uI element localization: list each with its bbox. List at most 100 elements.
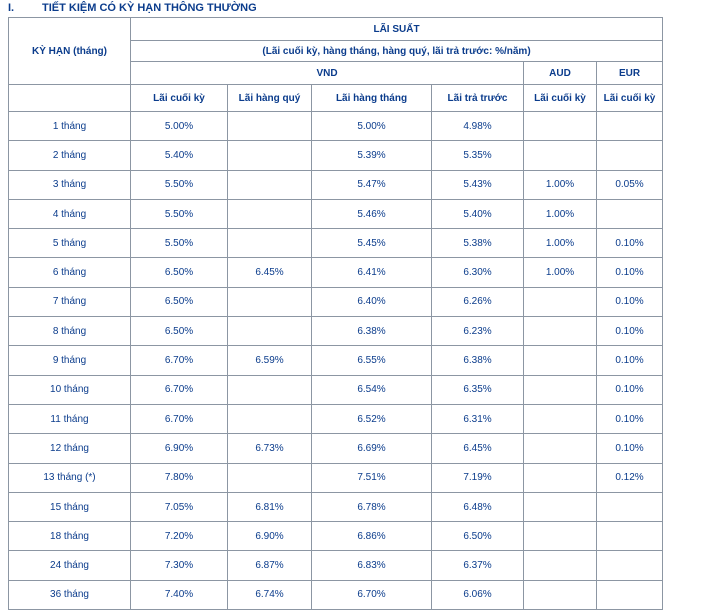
vnd-prepaid-rate-cell: 6.48% <box>431 491 524 523</box>
vnd-prepaid-rate-cell: 6.26% <box>431 286 524 318</box>
aud-end-rate-cell <box>523 374 597 405</box>
eur-end-rate-cell: 0.12% <box>595 462 664 493</box>
column-header: Lãi cuối kỳ <box>130 84 228 112</box>
aud-end-rate-cell: 1.00% <box>523 228 597 259</box>
table-row: 13 tháng (*) 7.80% 7.51% 7.19% 0.12% <box>8 462 664 493</box>
vnd-prepaid-rate-cell: 7.19% <box>431 462 524 493</box>
eur-end-rate-cell <box>595 579 664 611</box>
eur-end-rate-cell <box>595 140 664 171</box>
aud-end-rate-cell <box>523 579 597 611</box>
aud-end-rate-cell <box>523 140 597 171</box>
term-cell: 2 tháng <box>8 140 131 171</box>
vnd-monthly-rate-cell: 7.51% <box>311 462 432 493</box>
vnd-quarterly-rate-cell <box>227 140 312 171</box>
aud-end-rate-cell: 1.00% <box>523 198 597 230</box>
vnd-quarterly-rate-cell: 6.87% <box>227 550 312 581</box>
vnd-prepaid-rate-cell: 6.23% <box>431 316 524 347</box>
vnd-monthly-rate-cell: 6.40% <box>311 286 432 318</box>
vnd-end-rate-cell: 6.70% <box>130 374 228 405</box>
vnd-quarterly-rate-cell: 6.81% <box>227 491 312 523</box>
term-cell: 3 tháng <box>8 169 131 200</box>
vnd-end-rate-cell: 5.50% <box>130 198 228 230</box>
eur-end-rate-cell <box>595 550 664 581</box>
vnd-end-rate-cell: 6.50% <box>130 286 228 318</box>
vnd-prepaid-rate-cell: 6.37% <box>431 550 524 581</box>
vnd-prepaid-rate-cell: 6.50% <box>431 521 524 552</box>
eur-end-rate-cell: 0.10% <box>595 286 664 318</box>
rate-table-body: 1 tháng 5.00% 5.00% 4.98% 2 tháng 5.40% 5.39% 5… <box>8 110 664 611</box>
vnd-prepaid-rate-cell: 6.30% <box>431 257 524 288</box>
rate-header: LÃI SUẤT <box>129 17 664 41</box>
vnd-quarterly-rate-cell: 6.74% <box>227 579 312 611</box>
vnd-quarterly-rate-cell <box>227 403 312 435</box>
vnd-quarterly-rate-cell <box>227 228 312 259</box>
term-cell: 12 tháng <box>8 433 131 464</box>
vnd-monthly-rate-cell: 6.55% <box>311 345 432 376</box>
term-cell: 1 tháng <box>8 110 131 142</box>
eur-end-rate-cell: 0.10% <box>595 403 664 435</box>
vnd-end-rate-cell: 5.00% <box>130 110 228 142</box>
vnd-end-rate-cell: 6.50% <box>130 316 228 347</box>
vnd-monthly-rate-cell: 6.86% <box>311 521 432 552</box>
term-cell: 18 tháng <box>8 521 131 552</box>
vnd-end-rate-cell: 6.70% <box>130 345 228 376</box>
eur-end-rate-cell: 0.10% <box>595 374 664 405</box>
term-cell: 11 tháng <box>8 403 131 435</box>
vnd-end-rate-cell: 5.50% <box>130 169 228 200</box>
vnd-monthly-rate-cell: 5.00% <box>311 110 432 142</box>
vnd-end-rate-cell: 7.80% <box>130 462 228 493</box>
vnd-monthly-rate-cell: 5.47% <box>311 169 432 200</box>
table-row: 36 tháng 7.40% 6.74% 6.70% 6.06% <box>8 579 664 611</box>
vnd-quarterly-rate-cell <box>227 169 312 200</box>
vnd-end-rate-cell: 7.40% <box>130 579 228 611</box>
table-row: 5 tháng 5.50% 5.45% 5.38% 1.00% 0.10% <box>8 228 664 259</box>
vnd-prepaid-rate-cell: 5.40% <box>431 198 524 230</box>
vnd-monthly-rate-cell: 5.45% <box>311 228 432 259</box>
section-number: I. <box>8 2 15 14</box>
aud-end-rate-cell <box>523 462 597 493</box>
vnd-monthly-rate-cell: 6.52% <box>311 403 432 435</box>
eur-end-rate-cell: 0.10% <box>595 316 664 347</box>
term-cell: 10 tháng <box>8 374 131 405</box>
section-heading: I. TIẾT KIỆM CÓ KỲ HẠN THÔNG THƯỜNG <box>8 2 257 14</box>
vnd-quarterly-rate-cell: 6.59% <box>227 345 312 376</box>
eur-end-rate-cell <box>595 110 664 142</box>
table-row: 6 tháng 6.50% 6.45% 6.41% 6.30% 1.00% 0.10% <box>8 257 664 288</box>
aud-end-rate-cell <box>523 403 597 435</box>
eur-end-rate-cell: 0.10% <box>595 345 664 376</box>
interest-rate-table: KỲ HẠN (tháng) LÃI SUẤT (Lãi cuối kỳ, hà… <box>8 17 664 611</box>
vnd-prepaid-rate-cell: 6.38% <box>431 345 524 376</box>
term-cell: 13 tháng (*) <box>8 462 131 493</box>
vnd-end-rate-cell: 7.05% <box>130 491 228 523</box>
table-row: 11 tháng 6.70% 6.52% 6.31% 0.10% <box>8 403 664 435</box>
vnd-monthly-rate-cell: 6.83% <box>311 550 432 581</box>
term-cell: 5 tháng <box>8 228 131 259</box>
term-cell: 36 tháng <box>8 579 131 611</box>
vnd-prepaid-rate-cell: 4.98% <box>431 110 524 142</box>
vnd-quarterly-rate-cell: 6.45% <box>227 257 312 288</box>
term-cell: 24 tháng <box>8 550 131 581</box>
currency-aud-header: AUD <box>523 61 597 85</box>
eur-end-rate-cell <box>595 521 664 552</box>
aud-end-rate-cell <box>523 491 597 523</box>
vnd-monthly-rate-cell: 6.78% <box>311 491 432 523</box>
eur-end-rate-cell: 0.10% <box>595 257 664 288</box>
vnd-monthly-rate-cell: 5.46% <box>311 198 432 230</box>
aud-end-rate-cell <box>523 433 597 464</box>
vnd-prepaid-rate-cell: 5.38% <box>431 228 524 259</box>
vnd-quarterly-rate-cell <box>227 286 312 318</box>
vnd-monthly-rate-cell: 5.39% <box>311 140 432 171</box>
vnd-quarterly-rate-cell <box>227 198 312 230</box>
vnd-end-rate-cell: 6.70% <box>130 403 228 435</box>
vnd-prepaid-rate-cell: 6.45% <box>431 433 524 464</box>
eur-end-rate-cell <box>595 491 664 523</box>
vnd-prepaid-rate-cell: 5.35% <box>431 140 524 171</box>
term-cell: 4 tháng <box>8 198 131 230</box>
table-row: 24 tháng 7.30% 6.87% 6.83% 6.37% <box>8 550 664 581</box>
vnd-quarterly-rate-cell: 6.73% <box>227 433 312 464</box>
vnd-end-rate-cell: 6.90% <box>130 433 228 464</box>
column-header: Lãi hàng tháng <box>311 84 432 112</box>
term-header: KỲ HẠN (tháng) <box>8 17 131 85</box>
column-header: Lãi cuối kỳ <box>595 84 664 112</box>
vnd-end-rate-cell: 7.20% <box>130 521 228 552</box>
